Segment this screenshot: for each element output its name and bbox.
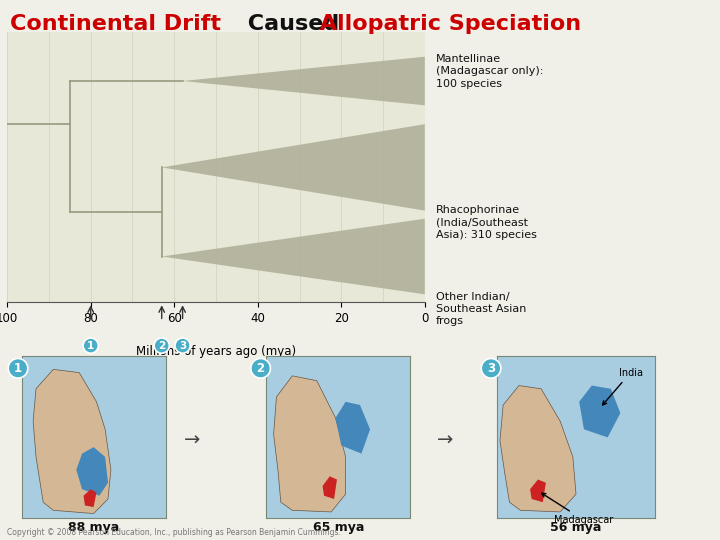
Text: Madagascar: Madagascar bbox=[541, 493, 613, 525]
X-axis label: Millions of years ago (mya): Millions of years ago (mya) bbox=[136, 345, 296, 357]
Text: Caused: Caused bbox=[240, 14, 339, 33]
Polygon shape bbox=[500, 386, 576, 512]
Polygon shape bbox=[336, 402, 370, 454]
Text: Rhacophorinae
(India/Southeast
Asia): 310 species: Rhacophorinae (India/Southeast Asia): 31… bbox=[436, 205, 536, 240]
Polygon shape bbox=[530, 480, 546, 502]
Text: 65 mya: 65 mya bbox=[312, 521, 364, 534]
Text: 2: 2 bbox=[256, 362, 265, 375]
Polygon shape bbox=[162, 219, 425, 294]
Text: 88 mya: 88 mya bbox=[68, 521, 120, 534]
Text: 1: 1 bbox=[87, 341, 94, 350]
Polygon shape bbox=[162, 124, 425, 211]
Text: 1: 1 bbox=[14, 362, 22, 375]
Text: 3: 3 bbox=[179, 341, 186, 350]
Text: Mantellinae
(Madagascar only):
100 species: Mantellinae (Madagascar only): 100 speci… bbox=[436, 54, 543, 89]
Polygon shape bbox=[579, 386, 621, 437]
Text: 56 mya: 56 mya bbox=[550, 521, 602, 534]
Text: Other Indian/
Southeast Asian
frogs: Other Indian/ Southeast Asian frogs bbox=[436, 292, 526, 326]
Polygon shape bbox=[33, 369, 111, 514]
Text: India: India bbox=[603, 368, 642, 405]
Text: Copyright © 2008 Pearson Education, Inc., publishing as Pearson Benjamin Cumming: Copyright © 2008 Pearson Education, Inc.… bbox=[7, 528, 341, 537]
Text: 3: 3 bbox=[487, 362, 495, 375]
Polygon shape bbox=[183, 57, 425, 105]
Text: →: → bbox=[437, 430, 453, 450]
Polygon shape bbox=[274, 376, 346, 512]
Text: Continental Drift: Continental Drift bbox=[10, 14, 221, 33]
Text: →: → bbox=[184, 430, 200, 450]
Text: 2: 2 bbox=[158, 341, 166, 350]
Polygon shape bbox=[323, 476, 337, 499]
Text: Allopatric Speciation: Allopatric Speciation bbox=[312, 14, 582, 33]
Polygon shape bbox=[84, 489, 96, 507]
Polygon shape bbox=[76, 447, 108, 496]
